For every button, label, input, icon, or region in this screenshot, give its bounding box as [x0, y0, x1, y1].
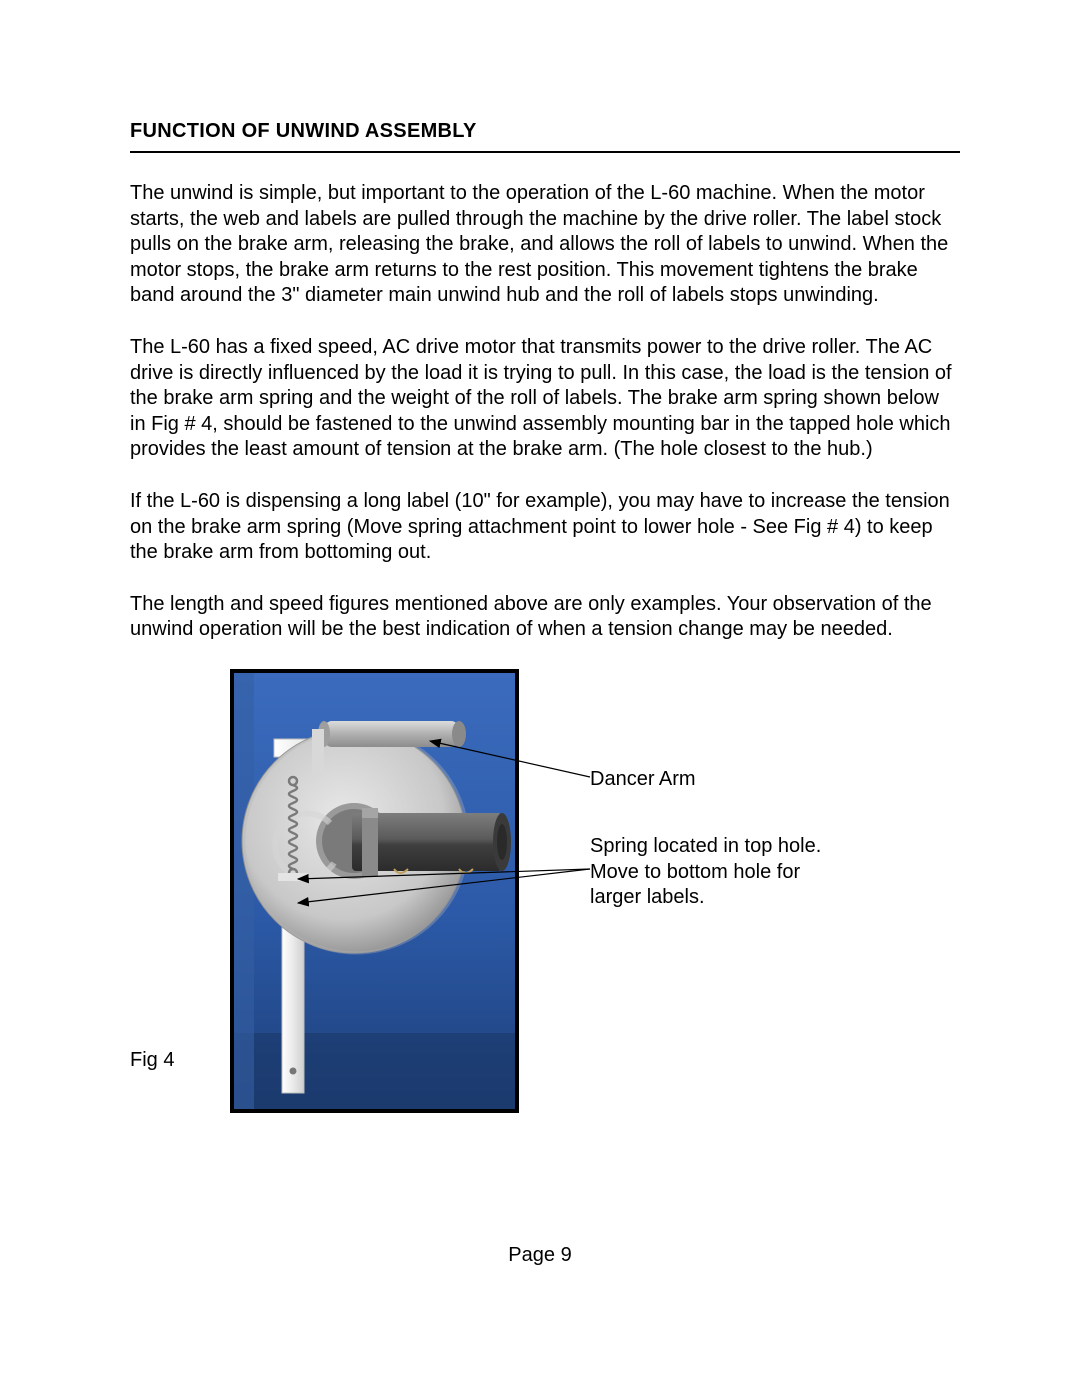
figure-label: Fig 4: [130, 1049, 174, 1072]
paragraph-4: The length and speed figures mentioned a…: [130, 592, 960, 643]
heading-rule: [130, 151, 960, 153]
paragraph-2: The L-60 has a fixed speed, AC drive mot…: [130, 335, 960, 463]
paragraph-3: If the L-60 is dispensing a long label (…: [130, 489, 960, 566]
callout-spring-hole: Spring located in top hole. Move to bott…: [590, 834, 830, 911]
page-number: Page 9: [0, 1244, 1080, 1267]
callout-dancer-arm: Dancer Arm: [590, 767, 696, 793]
unwind-assembly-illustration: [234, 673, 515, 1109]
figure-photo: [230, 669, 519, 1113]
section-heading: FUNCTION OF UNWIND ASSEMBLY: [130, 120, 960, 143]
figure-4: Dancer Arm Spring located in top hole. M…: [130, 669, 960, 1129]
paragraph-1: The unwind is simple, but important to t…: [130, 181, 960, 309]
document-page: FUNCTION OF UNWIND ASSEMBLY The unwind i…: [0, 0, 1080, 1397]
